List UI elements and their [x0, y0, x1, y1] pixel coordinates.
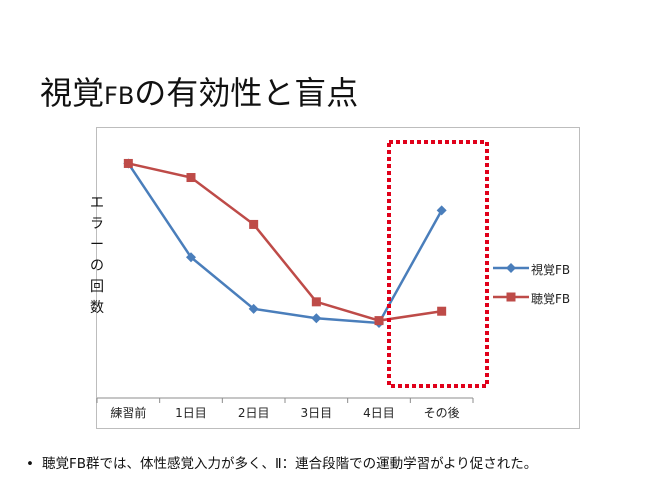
- slide-title: 視覚FBの有効性と盲点: [40, 68, 358, 114]
- x-tick-label: 4日目: [363, 406, 395, 420]
- bullet-point: • 聴覚FB群では、体性感覚入力が多く、Ⅱ：連合段階での運動学習がより促された。: [26, 452, 537, 472]
- x-tick-label: 1日目: [175, 406, 207, 420]
- bullet-dot: •: [26, 456, 34, 472]
- x-tick-label: 3日目: [301, 406, 333, 420]
- legend-swatch: [493, 263, 529, 273]
- x-tick-label: 2日目: [238, 406, 270, 420]
- y-axis-label-char: エ: [90, 195, 104, 211]
- data-point-square: [437, 306, 447, 316]
- title-part-2: の有効性と盲点: [134, 74, 359, 112]
- title-part-fb: FB: [104, 82, 135, 110]
- data-point-square: [374, 316, 384, 326]
- data-point-square: [249, 219, 259, 229]
- data-point-square: [186, 173, 196, 183]
- data-point-diamond: [186, 252, 196, 263]
- highlight-box: [387, 140, 489, 388]
- data-point-diamond: [436, 205, 447, 216]
- data-point-square: [311, 297, 321, 307]
- y-axis-label-char: の: [90, 258, 104, 274]
- series-line-1: [127, 162, 443, 325]
- y-axis-label-char: ラ: [90, 216, 104, 232]
- bullet-text: 聴覚FB群では、体性感覚入力が多く、Ⅱ：連合段階での運動学習がより促された。: [42, 456, 538, 472]
- data-point-diamond: [248, 303, 259, 314]
- x-tick-label: 練習前: [110, 405, 146, 420]
- title-part-1: 視覚: [40, 74, 105, 112]
- x-tick-label: その後: [424, 406, 460, 420]
- legend-label: 視覚FB: [531, 263, 571, 277]
- data-point-diamond: [311, 313, 322, 324]
- y-axis-label-char: 数: [90, 300, 104, 316]
- y-axis-label: エラーの回数: [86, 193, 108, 319]
- chart-frame: [96, 127, 580, 429]
- y-axis-label-char: 回: [90, 279, 104, 295]
- legend-swatch: [493, 292, 529, 302]
- y-axis-label-char: ー: [90, 237, 104, 253]
- data-point-square: [123, 158, 133, 168]
- legend-label: 聴覚FB: [531, 292, 571, 306]
